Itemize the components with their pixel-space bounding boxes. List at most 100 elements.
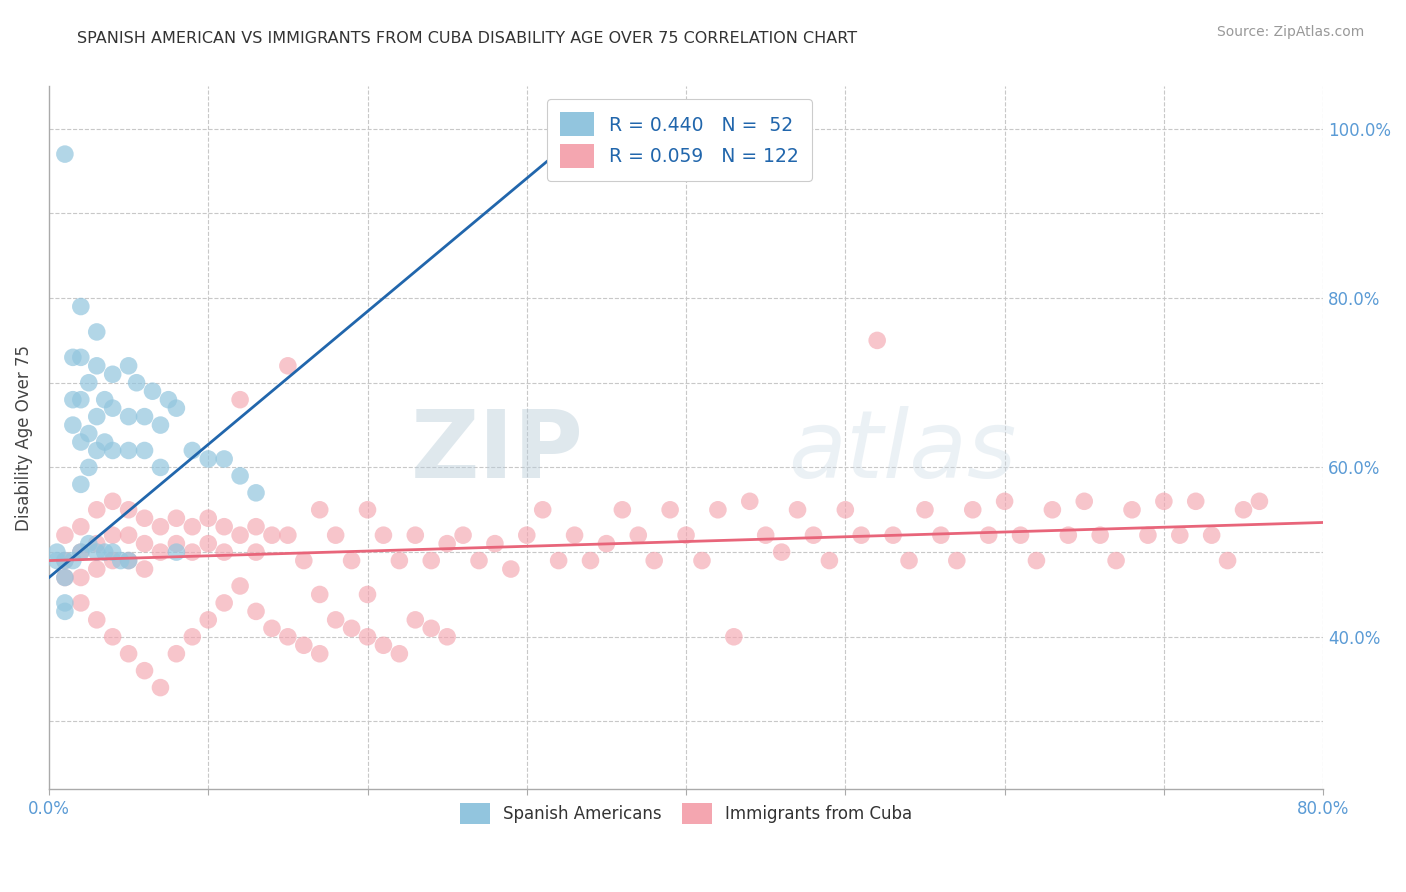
Point: [866, 334, 889, 348]
Point: [212, 596, 235, 610]
Point: [101, 528, 124, 542]
Point: [420, 553, 443, 567]
Point: [1201, 528, 1223, 542]
Point: [62, 351, 84, 365]
Point: [69, 519, 91, 533]
Point: [86, 536, 108, 550]
Text: ZIP: ZIP: [411, 406, 583, 498]
Point: [86, 502, 108, 516]
Point: [101, 401, 124, 416]
Point: [165, 647, 187, 661]
Point: [165, 545, 187, 559]
Point: [165, 401, 187, 416]
Point: [110, 553, 132, 567]
Point: [117, 553, 139, 567]
Point: [62, 392, 84, 407]
Point: [292, 638, 315, 652]
Point: [77, 426, 100, 441]
Point: [531, 502, 554, 516]
Point: [141, 384, 163, 399]
Point: [93, 545, 115, 559]
Point: [165, 536, 187, 550]
Point: [277, 528, 299, 542]
Point: [181, 545, 204, 559]
Point: [340, 621, 363, 635]
Point: [117, 502, 139, 516]
Point: [69, 435, 91, 450]
Point: [468, 553, 491, 567]
Point: [69, 570, 91, 584]
Point: [212, 519, 235, 533]
Point: [723, 630, 745, 644]
Point: [134, 511, 156, 525]
Point: [547, 553, 569, 567]
Point: [882, 528, 904, 542]
Point: [1249, 494, 1271, 508]
Point: [659, 502, 682, 516]
Point: [77, 460, 100, 475]
Point: [755, 528, 778, 542]
Point: [53, 570, 76, 584]
Point: [962, 502, 984, 516]
Point: [149, 519, 172, 533]
Point: [77, 536, 100, 550]
Point: [356, 587, 378, 601]
Point: [117, 528, 139, 542]
Point: [53, 604, 76, 618]
Point: [245, 519, 267, 533]
Point: [134, 664, 156, 678]
Point: [117, 647, 139, 661]
Point: [245, 486, 267, 500]
Point: [134, 409, 156, 424]
Point: [1216, 553, 1239, 567]
Point: [499, 562, 522, 576]
Point: [388, 647, 411, 661]
Point: [373, 528, 395, 542]
Point: [356, 502, 378, 516]
Point: [149, 460, 172, 475]
Point: [308, 647, 330, 661]
Point: [977, 528, 1000, 542]
Point: [69, 351, 91, 365]
Point: [53, 596, 76, 610]
Point: [93, 392, 115, 407]
Point: [86, 443, 108, 458]
Point: [69, 596, 91, 610]
Point: [69, 477, 91, 491]
Point: [229, 528, 252, 542]
Point: [117, 409, 139, 424]
Point: [117, 359, 139, 373]
Point: [181, 519, 204, 533]
Point: [803, 528, 825, 542]
Point: [134, 443, 156, 458]
Point: [1010, 528, 1032, 542]
Text: atlas: atlas: [787, 407, 1017, 498]
Point: [229, 469, 252, 483]
Y-axis label: Disability Age Over 75: Disability Age Over 75: [15, 345, 32, 531]
Point: [212, 452, 235, 467]
Point: [197, 613, 219, 627]
Point: [834, 502, 856, 516]
Point: [101, 494, 124, 508]
Point: [612, 502, 634, 516]
Point: [898, 553, 921, 567]
Point: [212, 545, 235, 559]
Point: [308, 502, 330, 516]
Point: [564, 528, 586, 542]
Point: [117, 553, 139, 567]
Point: [436, 536, 458, 550]
Point: [134, 536, 156, 550]
Point: [101, 545, 124, 559]
Point: [579, 553, 602, 567]
Point: [1121, 502, 1143, 516]
Point: [86, 325, 108, 339]
Point: [245, 604, 267, 618]
Point: [340, 553, 363, 567]
Point: [994, 494, 1017, 508]
Point: [165, 511, 187, 525]
Point: [1025, 553, 1047, 567]
Point: [1040, 502, 1063, 516]
Point: [45, 553, 67, 567]
Point: [69, 392, 91, 407]
Point: [62, 418, 84, 433]
